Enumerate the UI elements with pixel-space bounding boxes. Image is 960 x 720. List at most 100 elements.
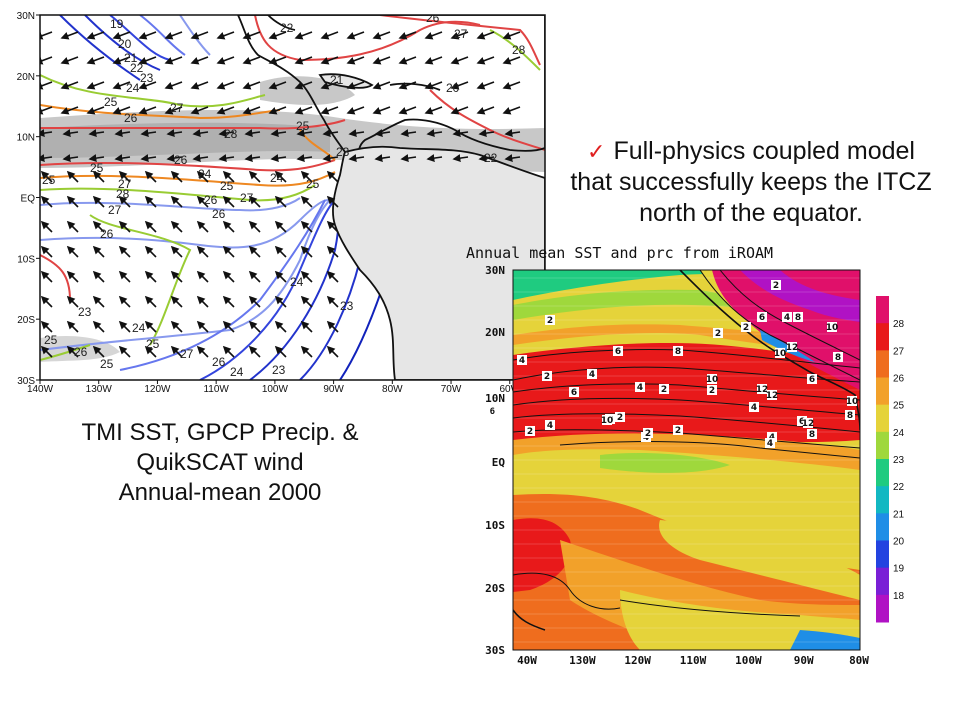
wind-arrow [348,154,365,163]
wind-arrow [372,81,391,90]
wind-arrow [112,106,131,115]
wind-arrow [140,154,157,163]
wind-arrow [268,81,287,90]
wind-arrow [66,270,79,283]
wind-arrow [118,170,131,183]
wind-arrow [170,320,183,333]
wind-arrow [62,129,79,138]
obs-lon-tick-label: 70W [441,384,462,395]
precip-label: 10 [826,323,839,333]
precip-label-box [765,438,775,448]
wind-arrow [88,129,105,138]
wind-arrow [244,129,261,138]
wind-arrow [346,81,365,90]
wind-arrow [222,320,235,333]
model-lon-tick-label: 130W [569,654,596,667]
observation-caption-line-3: Annual-mean 2000 [118,479,322,506]
wind-arrow [164,31,183,40]
wind-arrow [166,129,183,138]
wind-arrow [300,220,313,233]
precip-label-box [749,402,759,412]
precip-label: 12 [766,391,779,401]
colorbar-label: 22 [893,482,905,493]
wind-arrow [166,154,183,163]
precip-label: 4 [519,356,525,366]
precip-label: 2 [715,329,721,339]
wind-arrow [320,81,339,90]
precip-label: 2 [709,386,715,396]
precip-label: 2 [527,427,533,437]
wind-arrow [118,195,131,208]
wind-arrow [196,270,209,283]
precip-label-box [775,348,785,358]
wind-arrow [300,245,313,258]
wind-arrow [216,106,235,115]
wind-arrow [92,320,105,333]
observation-caption-line-2: QuikSCAT wind [136,449,304,476]
wind-arrow [190,31,209,40]
precip-label: 8 [809,430,815,440]
wind-arrow [192,129,209,138]
model-lon-tick-label: 120W [624,654,651,667]
obs-lat-tick-label: 30S [17,376,35,387]
wind-arrow [452,129,469,138]
iroam-model-sst-precip-map: 2242268101210864246810121210864224682422… [485,264,905,667]
precip-label-box [613,346,623,356]
precip-label: 2 [544,372,550,382]
wind-arrow [66,320,79,333]
sst-label: 25 [42,173,56,187]
precip-label-box [707,385,717,395]
wind-arrow [326,170,339,183]
wind-arrow [40,220,53,233]
wind-arrow [170,195,183,208]
wind-arrow [170,245,183,258]
obs-lat-tick-label: 20S [17,315,35,326]
wind-arrow [196,320,209,333]
obs-lon-tick-label: 100W [262,384,289,395]
wind-arrow [374,129,391,138]
precip-label-box [793,312,803,322]
wind-arrow [196,220,209,233]
sst-label: 19 [110,17,124,31]
precip-label: 4 [637,383,643,393]
precip-label: 6 [809,375,815,385]
wind-arrow [40,106,53,115]
wind-arrow [86,31,105,40]
wind-arrow [248,245,261,258]
wind-arrow [66,195,79,208]
obs-lon-tick-label: 90W [323,384,344,395]
obs-latitude-axis: 30N 20N 10N EQ 10S 20S 30S [17,11,40,387]
sst-label: 28 [512,43,526,57]
wind-arrow [274,270,287,283]
sst-label: 23 [336,145,350,159]
wind-arrow [92,295,105,308]
precip-label: 6 [759,313,765,323]
wind-arrow [346,106,365,115]
precip-label: 6 [615,347,621,357]
precip-label: 4 [784,313,790,323]
wind-arrow [450,106,469,115]
observation-caption: TMI SST, GPCP Precip. & QuikSCAT wind An… [40,418,400,508]
wind-arrow [40,31,53,40]
wind-arrow [300,320,313,333]
wind-arrow [216,31,235,40]
wind-arrow [40,81,53,90]
colorbar-label: 25 [893,401,905,412]
wind-arrow [268,31,287,40]
model-claim-caption: ✓ Full-physics coupled model that success… [552,136,950,229]
wind-arrow [40,195,53,208]
model-lon-tick-label: 110W [680,654,707,667]
wind-arrow [372,56,391,65]
wind-arrow [248,220,261,233]
precip-label: 4 [547,421,553,431]
colorbar-swatch [876,404,889,433]
wind-arrow [320,106,339,115]
wind-arrow [248,295,261,308]
sst-label: 22 [130,61,144,75]
precip-label: 2 [617,413,623,423]
precip-label-box [673,346,683,356]
wind-arrow [478,154,495,163]
wind-arrow [222,295,235,308]
sst-label: 24 [126,81,140,95]
colorbar-swatch [876,567,889,596]
